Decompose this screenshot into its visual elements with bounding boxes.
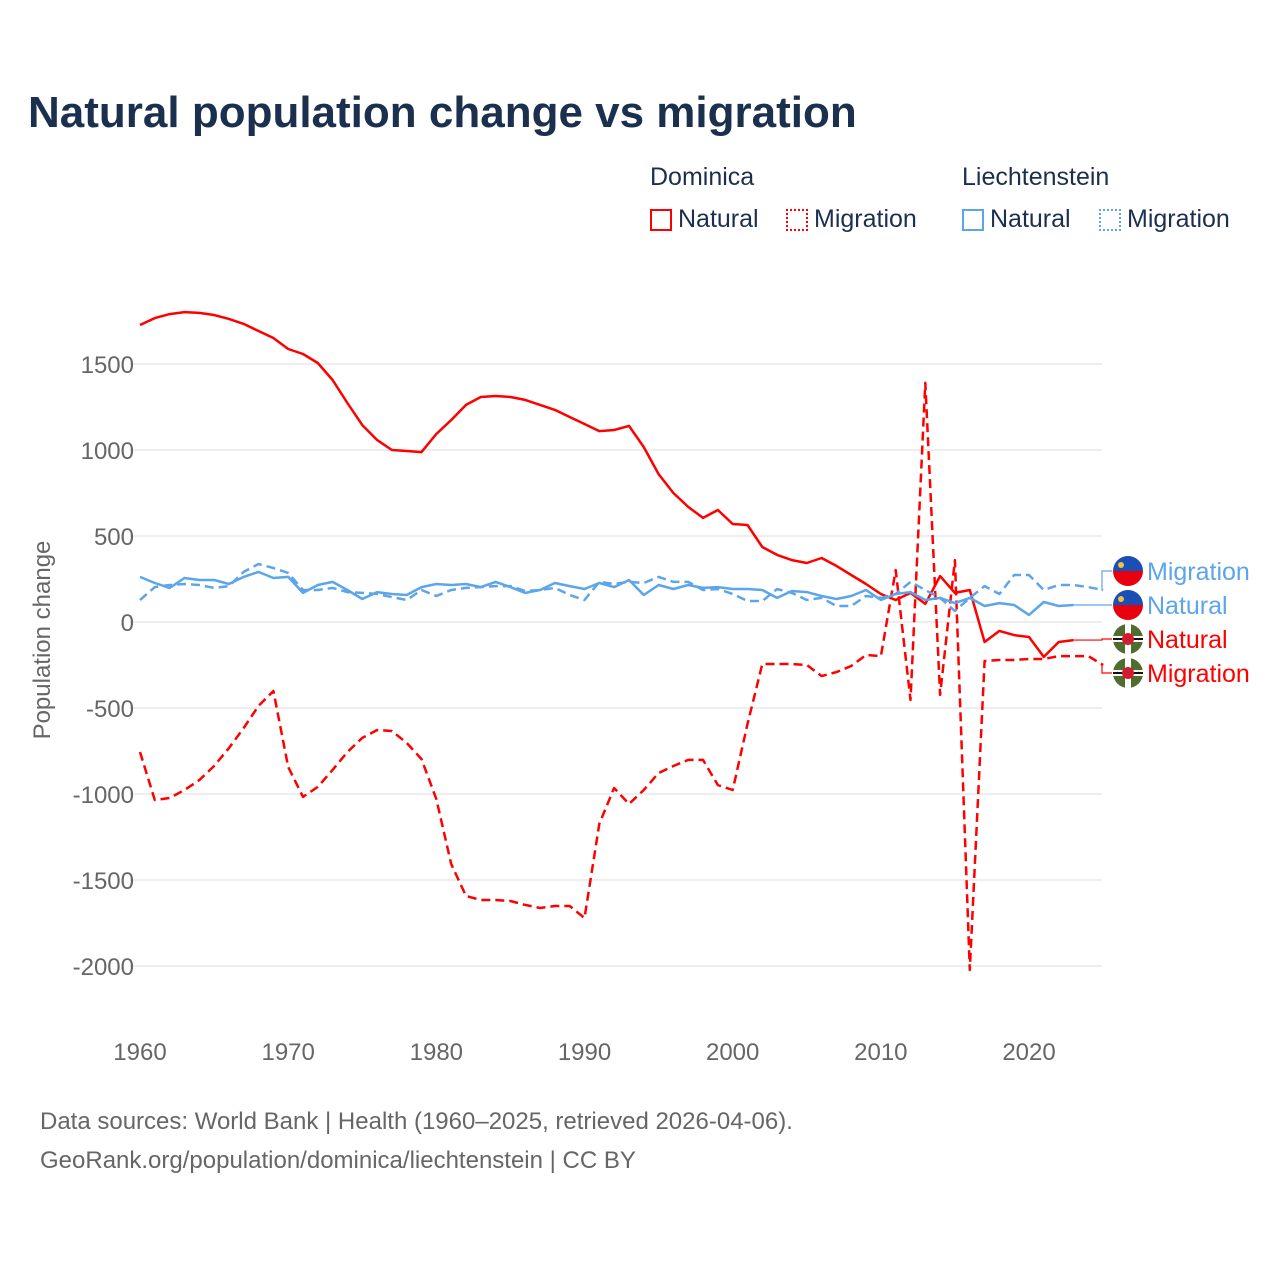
legend-dominica-migration[interactable]: Migration [786,205,917,234]
y-tick-label: -500 [86,696,134,723]
legend-label: Natural [678,205,759,233]
footer-url: GeoRank.org/population/dominica/liechten… [40,1147,636,1174]
x-tick-label: 1990 [558,1039,611,1066]
legend-liechtenstein-natural[interactable]: Natural [962,205,1071,234]
legend-group-dominica: Dominica [650,163,755,191]
flag-disc [1122,633,1134,645]
end-label-connector [1101,570,1112,591]
plot-area: -2000 -1500 -1000 -500 0 500 1000 1500 1960 1970 1… [29,310,1250,1066]
flag-crown [1118,596,1124,602]
y-tick-label: -1500 [73,868,134,895]
x-tick-label: 2000 [706,1039,759,1066]
end-label: Migration [1147,660,1250,688]
legend-liechtenstein-migration[interactable]: Migration [1099,205,1230,234]
y-tick-label: 1500 [81,352,134,379]
chart-title: Natural population change vs migration [28,88,857,137]
end-label-connector [1073,638,1112,641]
legend-swatch-dotted [1099,208,1121,231]
flag-stripe [1113,571,1143,586]
y-axis-label: Population change [29,541,56,740]
legend-swatch-dotted [786,208,808,231]
liechtenstein-flag-icon [1113,590,1143,620]
x-tick-label: 1960 [113,1039,166,1066]
liechtenstein-flag-icon [1113,556,1143,586]
dominica-flag-icon [1113,624,1143,654]
x-tick-label: 2020 [1002,1039,1055,1066]
legend-swatch-solid [650,208,672,231]
legend-swatch-solid [962,208,984,231]
y-tick-label: -2000 [73,954,134,981]
legend-label: Migration [814,205,917,233]
legend-label: Natural [990,205,1071,233]
x-tick-label: 1980 [410,1039,463,1066]
y-tick-label: 500 [94,524,134,551]
series-line-dominica-natural [139,310,1074,659]
flag-stripe [1113,556,1143,571]
y-tick-label: -1000 [73,782,134,809]
flag-stripe [1113,590,1143,605]
end-label-connector [1101,664,1112,674]
end-label: Natural [1147,626,1228,654]
footer-sources: Data sources: World Bank | Health (1960–… [40,1108,793,1135]
y-tick-label: 1000 [81,438,134,465]
legend-dominica-natural[interactable]: Natural [650,205,759,234]
x-tick-label: 1970 [261,1039,314,1066]
series-line-dominica-migration [138,381,1104,972]
flag-crown [1118,562,1124,568]
dominica-flag-icon [1113,658,1143,688]
end-label: Migration [1147,558,1250,586]
legend-label: Migration [1127,205,1230,233]
x-tick-label: 2010 [854,1039,907,1066]
flag-disc [1122,667,1134,679]
series-line-liechtenstein-migration [139,562,1104,613]
legend-group-liechtenstein: Liechtenstein [962,163,1110,191]
series-line-liechtenstein-natural [139,570,1074,617]
y-tick-label: 0 [121,610,134,637]
end-label: Natural [1147,592,1228,620]
flag-stripe [1113,605,1143,620]
